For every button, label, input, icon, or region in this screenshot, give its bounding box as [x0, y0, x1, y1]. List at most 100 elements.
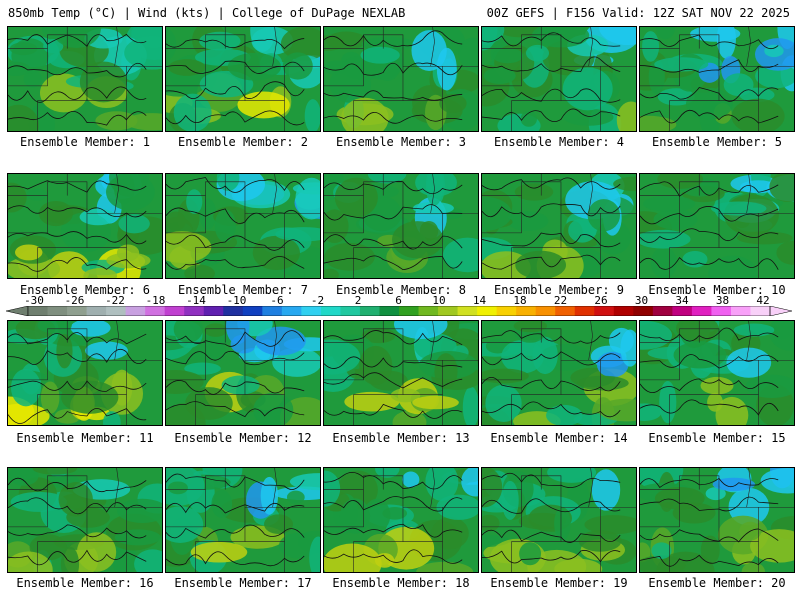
colorbar-swatch — [262, 306, 283, 316]
colorbar-tick-label: 10 — [432, 294, 446, 307]
colorbar-swatch — [379, 306, 400, 316]
colorbar-swatch — [418, 306, 439, 316]
colorbar-tick-label: -2 — [310, 294, 325, 307]
temperature-field-plot — [166, 321, 320, 425]
ensemble-member-map[interactable] — [7, 26, 163, 132]
colorbar-tick-label: -6 — [270, 294, 284, 307]
ensemble-member-map[interactable] — [323, 320, 479, 426]
ensemble-member-map[interactable] — [481, 320, 637, 426]
ensemble-member-map[interactable] — [481, 467, 637, 573]
colorbar-swatch — [594, 306, 615, 316]
ensemble-member-label: Ensemble Member: 10 — [648, 283, 786, 297]
colorbar-swatch — [574, 306, 595, 316]
ensemble-member-map[interactable] — [165, 467, 321, 573]
colorbar-tick-label: 38 — [715, 294, 730, 307]
ensemble-member-map[interactable] — [639, 467, 795, 573]
ensemble-member-label: Ensemble Member: 5 — [651, 135, 783, 149]
temperature-field-plot — [482, 27, 636, 131]
ensemble-member-map[interactable] — [165, 26, 321, 132]
ensemble-member-map[interactable] — [323, 467, 479, 573]
colorbar-swatch — [164, 306, 185, 316]
temperature-field-plot — [640, 321, 794, 425]
ensemble-member-map[interactable] — [165, 173, 321, 279]
colorbar-swatch — [438, 306, 459, 316]
temperature-field-plot — [482, 174, 636, 278]
ensemble-member-map[interactable] — [7, 173, 163, 279]
colorbar-tick-label: -10 — [226, 294, 247, 307]
colorbar-swatch — [203, 306, 224, 316]
ensemble-member-label: Ensemble Member: 12 — [174, 431, 312, 445]
temperature-field-plot — [324, 321, 478, 425]
ensemble-member-map[interactable] — [639, 173, 795, 279]
map-title: 850mb Temp (°C) | Wind (kts) | College o… — [8, 6, 406, 20]
ensemble-member-map[interactable] — [165, 320, 321, 426]
colorbar-swatch — [223, 306, 244, 316]
temperature-colorbar — [6, 306, 792, 316]
colorbar-tick-label: -26 — [64, 294, 85, 307]
temperature-field-plot — [640, 27, 794, 131]
ensemble-member-map[interactable] — [323, 26, 479, 132]
colorbar-swatch — [86, 306, 107, 316]
colorbar-swatch — [477, 306, 498, 316]
ensemble-member-label: Ensemble Member: 7 — [177, 283, 309, 297]
temperature-field-plot — [166, 174, 320, 278]
temperature-field-plot — [324, 27, 478, 131]
colorbar-swatch — [711, 306, 732, 316]
colorbar-max-arrow — [769, 306, 792, 316]
colorbar-swatch — [613, 306, 634, 316]
temperature-field-plot — [8, 27, 162, 131]
colorbar-swatch — [145, 306, 166, 316]
ensemble-member-label: Ensemble Member: 6 — [19, 283, 151, 297]
colorbar-swatch — [242, 306, 263, 316]
colorbar-swatch — [281, 306, 302, 316]
colorbar-tick-label: -18 — [145, 294, 166, 307]
colorbar-swatch — [730, 306, 751, 316]
ensemble-member-map[interactable] — [7, 320, 163, 426]
ensemble-member-label: Ensemble Member: 3 — [335, 135, 467, 149]
colorbar-tick-label: -22 — [105, 294, 125, 307]
colorbar-tick-label: 6 — [395, 294, 402, 307]
colorbar-labels: -30 -26 -22 -18 -14 -10 -6 -2 2 6 10 14 18 22 26 30 34 38… — [0, 294, 800, 307]
colorbar-swatch — [106, 306, 127, 316]
colorbar-swatch — [633, 306, 654, 316]
temperature-field-plot — [166, 468, 320, 572]
ensemble-member-map[interactable] — [481, 26, 637, 132]
colorbar-tick-label: 22 — [553, 294, 568, 307]
temperature-field-plot — [8, 174, 162, 278]
colorbar-swatch — [340, 306, 361, 316]
ensemble-member-label: Ensemble Member: 20 — [648, 576, 786, 590]
temperature-field-plot — [324, 468, 478, 572]
ensemble-member-map[interactable] — [639, 26, 795, 132]
ensemble-member-label: Ensemble Member: 1 — [19, 135, 151, 149]
temperature-field-plot — [166, 27, 320, 131]
colorbar-swatch — [555, 306, 576, 316]
colorbar-swatch — [652, 306, 673, 316]
colorbar-swatch — [496, 306, 517, 316]
ensemble-member-label: Ensemble Member: 9 — [493, 283, 625, 297]
temperature-field-plot — [640, 468, 794, 572]
colorbar-swatch — [457, 306, 478, 316]
colorbar-tick-label: -14 — [186, 294, 206, 307]
temperature-field-plot — [482, 468, 636, 572]
colorbar-tick-label: 42 — [756, 294, 770, 307]
colorbar-swatch — [691, 306, 712, 316]
ensemble-member-label: Ensemble Member: 11 — [16, 431, 154, 445]
ensemble-member-map[interactable] — [7, 467, 163, 573]
colorbar-swatch — [320, 306, 341, 316]
ensemble-member-map[interactable] — [323, 173, 479, 279]
colorbar-swatch — [516, 306, 537, 316]
ensemble-member-map[interactable] — [639, 320, 795, 426]
colorbar-tick-label: 34 — [675, 294, 689, 307]
temperature-field-plot — [482, 321, 636, 425]
colorbar-swatch — [28, 306, 49, 316]
ensemble-member-label: Ensemble Member: 14 — [490, 431, 628, 445]
colorbar-swatch — [67, 306, 88, 316]
ensemble-member-map[interactable] — [481, 173, 637, 279]
run-valid-time: 00Z GEFS | F156 Valid: 12Z SAT NOV 22 20… — [486, 6, 790, 20]
colorbar-swatch — [359, 306, 380, 316]
colorbar-swatch — [399, 306, 420, 316]
colorbar-swatch — [672, 306, 693, 316]
ensemble-member-label: Ensemble Member: 18 — [332, 576, 470, 590]
temperature-field-plot — [324, 174, 478, 278]
ensemble-member-label: Ensemble Member: 13 — [332, 431, 470, 445]
